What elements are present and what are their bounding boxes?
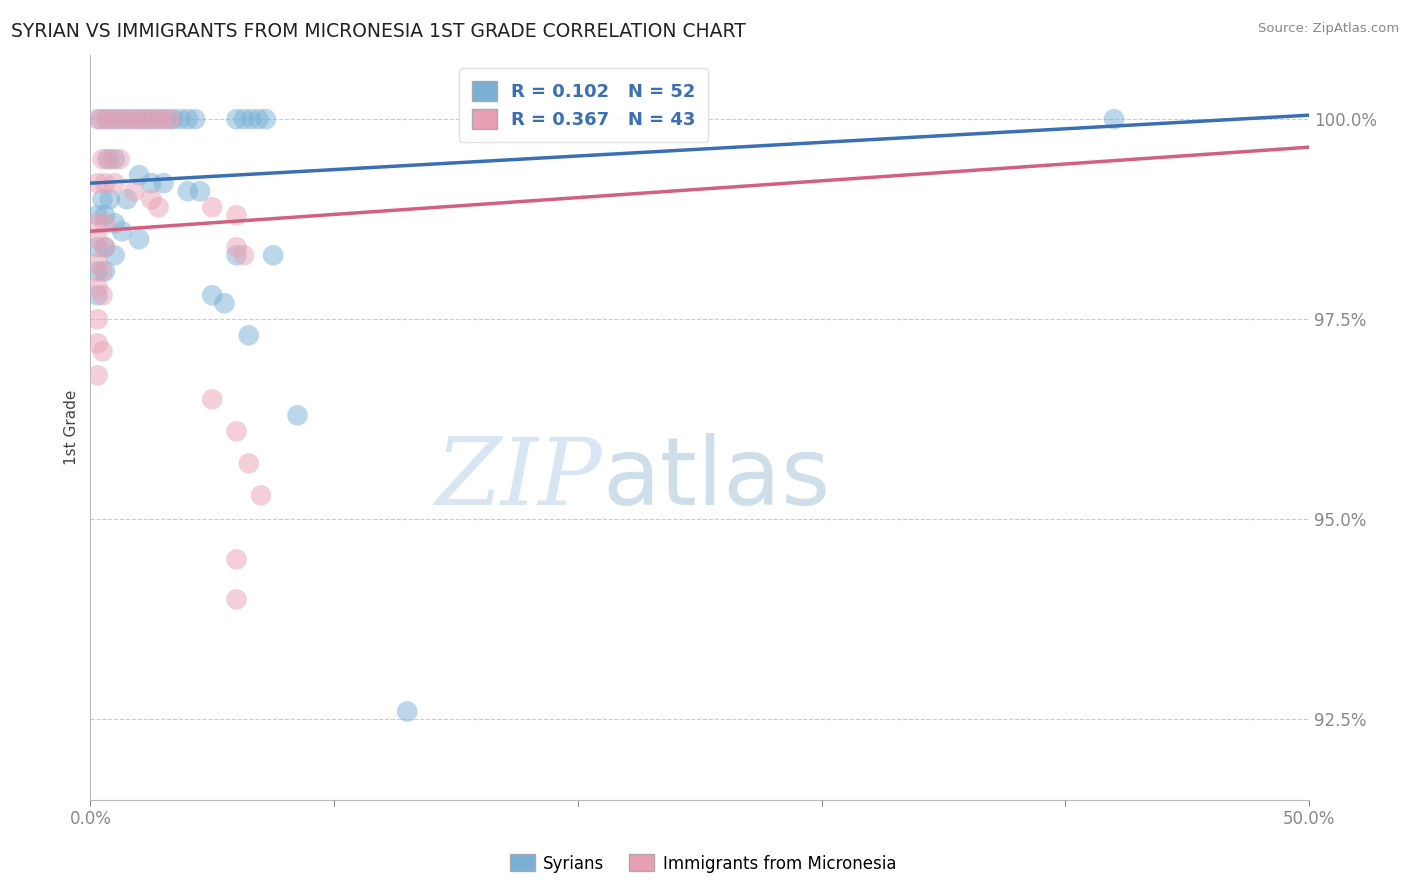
Point <box>145 112 167 127</box>
Point <box>131 112 153 127</box>
Point <box>225 112 247 127</box>
Point <box>86 232 108 246</box>
Point <box>201 288 224 302</box>
Point <box>1102 112 1125 127</box>
Point <box>155 112 177 127</box>
Point <box>94 240 117 254</box>
Point <box>94 216 117 230</box>
Point <box>94 240 117 254</box>
Point <box>177 184 200 198</box>
Point <box>98 192 121 206</box>
Point <box>94 208 117 222</box>
Point <box>225 552 247 566</box>
Point <box>240 112 263 127</box>
Point <box>184 112 207 127</box>
Point <box>86 256 108 270</box>
Point <box>108 112 131 127</box>
Point <box>201 200 224 214</box>
Point <box>254 112 277 127</box>
Point <box>148 200 170 214</box>
Point <box>162 112 184 127</box>
Point <box>232 112 254 127</box>
Point <box>98 152 121 166</box>
Point <box>128 168 150 182</box>
Point <box>262 248 284 262</box>
Point <box>225 208 247 222</box>
Point <box>201 392 224 407</box>
Point <box>94 176 117 190</box>
Point <box>225 248 247 262</box>
Point <box>122 184 145 198</box>
Point <box>91 344 114 359</box>
Point <box>91 288 114 302</box>
Point <box>152 176 174 190</box>
Legend: Syrians, Immigrants from Micronesia: Syrians, Immigrants from Micronesia <box>503 847 903 880</box>
Point <box>225 425 247 439</box>
Point <box>108 152 131 166</box>
Point <box>96 112 118 127</box>
Point <box>104 216 127 230</box>
Point <box>96 152 118 166</box>
Point <box>86 208 108 222</box>
Point <box>141 112 163 127</box>
Text: SYRIAN VS IMMIGRANTS FROM MICRONESIA 1ST GRADE CORRELATION CHART: SYRIAN VS IMMIGRANTS FROM MICRONESIA 1ST… <box>11 22 747 41</box>
Point <box>148 112 170 127</box>
Point <box>225 240 247 254</box>
Point <box>86 216 108 230</box>
Point <box>214 296 236 310</box>
Point <box>396 705 419 719</box>
Point <box>91 152 114 166</box>
Point <box>115 112 138 127</box>
Point <box>188 184 211 198</box>
Point <box>86 368 108 383</box>
Point <box>91 192 114 206</box>
Point <box>152 112 174 127</box>
Point <box>91 264 114 278</box>
Point <box>94 112 117 127</box>
Point <box>86 240 108 254</box>
Text: Source: ZipAtlas.com: Source: ZipAtlas.com <box>1258 22 1399 36</box>
Text: atlas: atlas <box>602 434 831 525</box>
Point <box>86 176 108 190</box>
Point <box>86 280 108 294</box>
Point <box>247 112 270 127</box>
Point <box>250 488 273 502</box>
Point <box>86 264 108 278</box>
Point <box>104 112 127 127</box>
Point <box>238 456 260 470</box>
Point <box>111 224 134 238</box>
Point <box>141 176 163 190</box>
Point <box>122 112 145 127</box>
Point <box>177 112 200 127</box>
Point <box>169 112 191 127</box>
Point <box>225 592 247 607</box>
Point <box>86 288 108 302</box>
Point <box>86 112 108 127</box>
Point <box>104 248 127 262</box>
Point <box>86 312 108 326</box>
Point <box>138 112 160 127</box>
Point <box>232 248 254 262</box>
Point <box>128 232 150 246</box>
Point <box>238 328 260 343</box>
Point <box>94 264 117 278</box>
Point <box>159 112 181 127</box>
Point <box>86 336 108 351</box>
Point <box>115 192 138 206</box>
Point <box>89 112 111 127</box>
Point <box>118 112 141 127</box>
Point <box>125 112 148 127</box>
Point <box>287 409 309 423</box>
Point <box>101 112 124 127</box>
Y-axis label: 1st Grade: 1st Grade <box>65 390 79 465</box>
Point <box>141 192 163 206</box>
Text: ZIP: ZIP <box>436 434 602 524</box>
Legend: R = 0.102   N = 52, R = 0.367   N = 43: R = 0.102 N = 52, R = 0.367 N = 43 <box>458 68 709 142</box>
Point <box>104 176 127 190</box>
Point <box>132 112 155 127</box>
Point <box>111 112 134 127</box>
Point <box>104 152 127 166</box>
